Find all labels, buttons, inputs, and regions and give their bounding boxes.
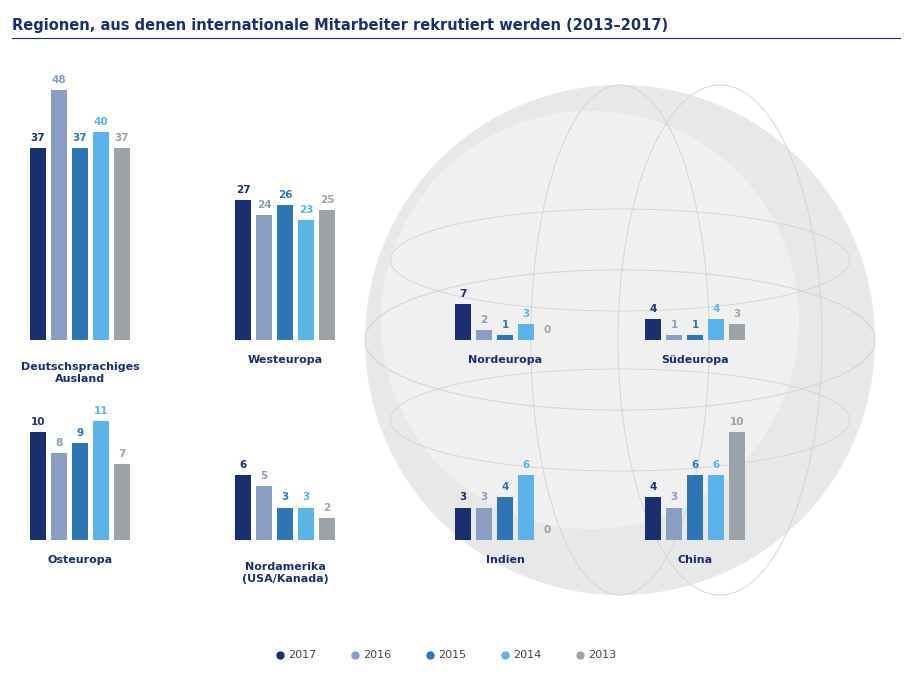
Bar — [114, 147, 130, 340]
Text: 27: 27 — [236, 185, 250, 194]
Text: 2: 2 — [324, 503, 331, 514]
Bar — [235, 475, 251, 540]
Text: 2: 2 — [481, 314, 488, 325]
Bar — [72, 443, 88, 540]
Text: 6: 6 — [239, 460, 247, 470]
Bar — [497, 496, 513, 540]
Bar — [455, 507, 471, 540]
Text: Regionen, aus denen internationale Mitarbeiter rekrutiert werden (2013–2017): Regionen, aus denen internationale Mitar… — [12, 18, 668, 33]
Bar — [114, 464, 130, 540]
Bar — [319, 210, 335, 340]
Text: 3: 3 — [670, 492, 677, 503]
Bar — [93, 132, 109, 340]
Bar — [72, 147, 88, 340]
Bar — [708, 475, 724, 540]
Text: 2017: 2017 — [289, 650, 317, 660]
Text: 3: 3 — [460, 492, 467, 503]
Text: 7: 7 — [118, 449, 126, 459]
Text: 37: 37 — [73, 132, 88, 143]
Bar — [729, 325, 745, 340]
Text: 1: 1 — [502, 320, 508, 330]
Text: Deutschsprachiges
Ausland: Deutschsprachiges Ausland — [21, 362, 139, 383]
Bar — [476, 329, 492, 340]
Bar — [645, 496, 661, 540]
Bar — [687, 475, 703, 540]
Text: 48: 48 — [52, 76, 67, 85]
Bar — [687, 335, 703, 340]
Text: Westeuropa: Westeuropa — [248, 355, 323, 365]
Bar — [645, 319, 661, 340]
Text: 24: 24 — [257, 201, 271, 210]
Text: 3: 3 — [481, 492, 488, 503]
Text: 2013: 2013 — [589, 650, 617, 660]
Text: 3: 3 — [303, 492, 310, 503]
Text: 10: 10 — [729, 417, 744, 427]
Bar — [518, 475, 534, 540]
Text: 4: 4 — [649, 481, 656, 492]
Text: Osteuropa: Osteuropa — [48, 555, 112, 565]
Bar — [666, 335, 682, 340]
Text: 0: 0 — [544, 325, 550, 335]
Bar — [666, 507, 682, 540]
Bar — [277, 205, 293, 340]
Text: 0: 0 — [544, 525, 550, 535]
Text: 2014: 2014 — [514, 650, 542, 660]
Text: Südeuropa: Südeuropa — [661, 355, 728, 365]
Text: 37: 37 — [31, 132, 46, 143]
Circle shape — [365, 85, 875, 595]
Bar — [518, 325, 534, 340]
Text: Indien: Indien — [485, 555, 525, 565]
Text: China: China — [677, 555, 713, 565]
Text: 7: 7 — [460, 288, 467, 299]
Bar — [298, 220, 314, 340]
Text: 4: 4 — [649, 304, 656, 314]
Bar — [298, 507, 314, 540]
Bar — [256, 486, 272, 540]
Text: 11: 11 — [94, 406, 108, 416]
Text: 2015: 2015 — [439, 650, 467, 660]
Text: Nordeuropa: Nordeuropa — [468, 355, 542, 365]
Bar — [235, 200, 251, 340]
Text: 4: 4 — [712, 304, 719, 314]
Bar — [277, 507, 293, 540]
Text: 6: 6 — [523, 460, 529, 470]
Text: 3: 3 — [523, 310, 529, 319]
Bar — [455, 303, 471, 340]
Bar — [51, 454, 67, 540]
Bar — [93, 421, 109, 540]
Bar — [319, 518, 335, 540]
Bar — [30, 147, 46, 340]
Bar — [729, 432, 745, 540]
Text: 3: 3 — [733, 310, 740, 319]
Text: 5: 5 — [260, 471, 268, 481]
Text: 1: 1 — [691, 320, 698, 330]
Bar — [51, 91, 67, 340]
Text: 26: 26 — [278, 190, 292, 200]
Text: Nordamerika
(USA/Kanada): Nordamerika (USA/Kanada) — [241, 562, 328, 584]
Text: 6: 6 — [712, 460, 719, 470]
Text: 8: 8 — [56, 439, 63, 448]
Text: 4: 4 — [501, 481, 509, 492]
Text: 40: 40 — [94, 117, 109, 127]
Text: 3: 3 — [282, 492, 289, 503]
Bar — [476, 507, 492, 540]
Text: 1: 1 — [670, 320, 677, 330]
Text: 9: 9 — [77, 428, 83, 437]
Text: 25: 25 — [320, 195, 335, 205]
Bar — [256, 216, 272, 340]
Text: 23: 23 — [299, 205, 314, 216]
Bar — [497, 335, 513, 340]
Text: 2016: 2016 — [364, 650, 391, 660]
Text: 10: 10 — [31, 417, 46, 427]
Bar — [708, 319, 724, 340]
Text: 6: 6 — [691, 460, 698, 470]
Bar — [30, 432, 46, 540]
Circle shape — [381, 111, 799, 529]
Text: 37: 37 — [114, 132, 129, 143]
